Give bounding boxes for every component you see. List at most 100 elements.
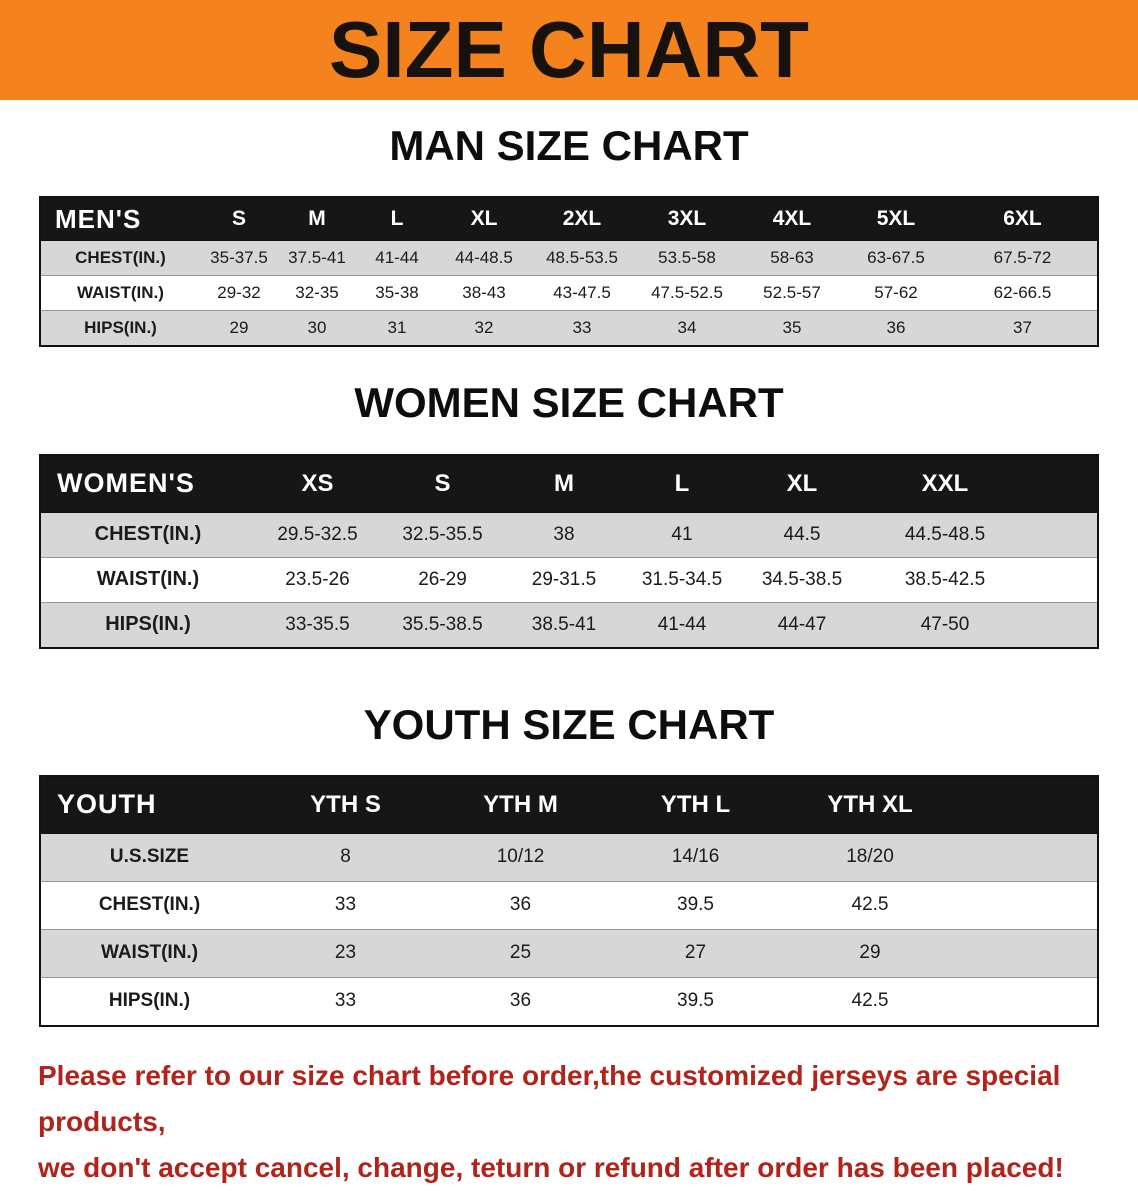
size-header-cell: YTH L [608, 775, 783, 834]
size-cell: 8 [340, 846, 351, 868]
men-table-corner-label: MEN'S [40, 197, 200, 241]
size-cell: 44-47 [777, 613, 827, 635]
table-row: WAIST(IN.) 23.5-26 26-29 29-31.5 31.5-34… [40, 557, 1098, 603]
size-cell: 33 [572, 318, 592, 338]
size-cell: 31.5-34.5 [641, 568, 723, 590]
table-row: WAIST(IN.) 29-32 32-35 35-38 38-43 43-47… [40, 275, 1098, 311]
row-label: U.S.SIZE [109, 846, 190, 868]
size-cell: 39.5 [677, 894, 714, 916]
size-cell: 52.5-57 [763, 283, 821, 303]
size-cell: 37 [1013, 318, 1032, 338]
size-cell: 47-50 [920, 613, 970, 635]
size-cell: 42.5 [851, 894, 889, 916]
size-header-cell: 5XL [844, 197, 948, 241]
men-size-table: MEN'S S M L XL 2XL 3XL 4XL 5XL 6XL CHEST… [39, 196, 1099, 348]
size-header-cell: YTH M [433, 775, 608, 834]
row-label: WAIST(IN.) [96, 568, 200, 591]
size-cell: 35-38 [375, 283, 419, 303]
size-cell: 39.5 [677, 990, 714, 1012]
size-cell: 29 [229, 318, 249, 338]
size-header-cell: S [380, 454, 505, 513]
size-header-cell: XL [438, 197, 530, 241]
table-row: U.S.SIZE 8 10/12 14/16 18/20 [40, 833, 1098, 882]
men-heading: MAN SIZE CHART [389, 122, 749, 169]
size-header-cell: YTH S [258, 775, 433, 834]
order-notice: Please refer to our size chart before or… [0, 1053, 1138, 1191]
row-label: CHEST(IN.) [98, 894, 201, 916]
table-row: WAIST(IN.) 23 25 27 29 [40, 929, 1098, 978]
size-cell: 67.5-72 [993, 248, 1052, 268]
size-header-cell: L [623, 454, 741, 513]
size-cell: 58-63 [770, 248, 814, 268]
size-cell: 34.5-38.5 [761, 568, 843, 590]
banner: SIZE CHART [0, 0, 1138, 100]
size-cell: 38.5-42.5 [904, 568, 986, 590]
size-cell: 23.5-26 [285, 568, 350, 590]
size-cell: 44.5-48.5 [904, 523, 986, 545]
size-header-cell: S [200, 197, 278, 241]
youth-header-row: YOUTH YTH S YTH M YTH L YTH XL [40, 775, 1098, 834]
row-label: HIPS(IN.) [108, 990, 191, 1012]
size-cell: 32 [474, 318, 494, 338]
size-cell: 63-67.5 [867, 248, 925, 268]
size-cell: 33-35.5 [285, 613, 350, 635]
size-cell: 43-47.5 [553, 283, 611, 303]
size-cell: 32.5-35.5 [402, 523, 483, 545]
size-cell: 14/16 [671, 846, 720, 868]
size-cell: 32-35 [295, 283, 339, 303]
men-header-row: MEN'S S M L XL 2XL 3XL 4XL 5XL 6XL [40, 197, 1098, 241]
size-header-cell: XXL [863, 454, 1098, 513]
size-cell: 41-44 [657, 613, 707, 635]
size-header-cell: 3XL [634, 197, 740, 241]
size-cell: 38.5-41 [531, 613, 597, 635]
row-label: HIPS(IN.) [105, 613, 191, 636]
women-size-table: WOMEN'S XS S M L XL XXL CHEST(IN.) 29.5-… [39, 453, 1099, 649]
table-row: CHEST(IN.) 35-37.5 37.5-41 41-44 44-48.5… [40, 240, 1098, 276]
row-label: HIPS(IN.) [84, 318, 157, 338]
size-cell: 36 [509, 894, 532, 916]
youth-table-corner-label: YOUTH [40, 775, 258, 834]
women-table-corner-label: WOMEN'S [40, 454, 255, 513]
size-cell: 37.5-41 [288, 248, 346, 268]
notice-line-2: we don't accept cancel, change, teturn o… [38, 1152, 1064, 1184]
size-cell: 41 [671, 523, 693, 545]
notice-line-1: Please refer to our size chart before or… [38, 1059, 1061, 1138]
women-heading: WOMEN SIZE CHART [354, 379, 784, 427]
size-cell: 33 [334, 894, 357, 916]
size-header-cell: 2XL [530, 197, 634, 241]
size-cell: 62-66.5 [993, 283, 1052, 303]
size-cell: 29 [859, 942, 881, 964]
size-cell: 29.5-32.5 [277, 523, 358, 545]
size-header-cell: 6XL [948, 197, 1098, 241]
size-cell: 38 [553, 523, 575, 545]
row-label: CHEST(IN.) [75, 248, 166, 268]
size-cell: 10/12 [496, 846, 545, 868]
size-cell: 38-43 [462, 283, 506, 303]
men-section: MAN SIZE CHART MEN'S S M L XL 2XL 3XL 4X… [0, 122, 1138, 348]
size-cell: 36 [509, 990, 532, 1012]
size-header-cell: M [278, 197, 356, 241]
size-cell: 53.5-58 [658, 248, 716, 268]
size-cell: 35.5-38.5 [402, 613, 483, 635]
size-cell: 27 [684, 942, 707, 964]
size-cell: 57-62 [874, 283, 918, 303]
size-cell: 31 [387, 318, 407, 338]
size-cell: 44-48.5 [455, 248, 513, 268]
size-cell: 29-32 [217, 283, 261, 303]
row-label: WAIST(IN.) [77, 283, 164, 303]
table-row: HIPS(IN.) 33 36 39.5 42.5 [40, 977, 1098, 1026]
size-header-cell: YTH XL [783, 775, 1098, 834]
size-cell: 25 [509, 942, 532, 964]
size-cell: 34 [677, 318, 697, 338]
youth-section: YOUTH SIZE CHART YOUTH YTH S YTH M YTH L… [0, 701, 1138, 1027]
size-cell: 35 [782, 318, 802, 338]
size-header-cell: XS [255, 454, 380, 513]
women-header-row: WOMEN'S XS S M L XL XXL [40, 454, 1098, 513]
size-cell: 26-29 [418, 568, 467, 590]
table-row: CHEST(IN.) 33 36 39.5 42.5 [40, 881, 1098, 930]
size-cell: 48.5-53.5 [546, 248, 618, 268]
table-row: CHEST(IN.) 29.5-32.5 32.5-35.5 38 41 44.… [40, 512, 1098, 558]
table-row: HIPS(IN.) 29 30 31 32 33 34 35 36 37 [40, 310, 1098, 347]
size-cell: 36 [886, 318, 906, 338]
size-header-cell: M [505, 454, 623, 513]
